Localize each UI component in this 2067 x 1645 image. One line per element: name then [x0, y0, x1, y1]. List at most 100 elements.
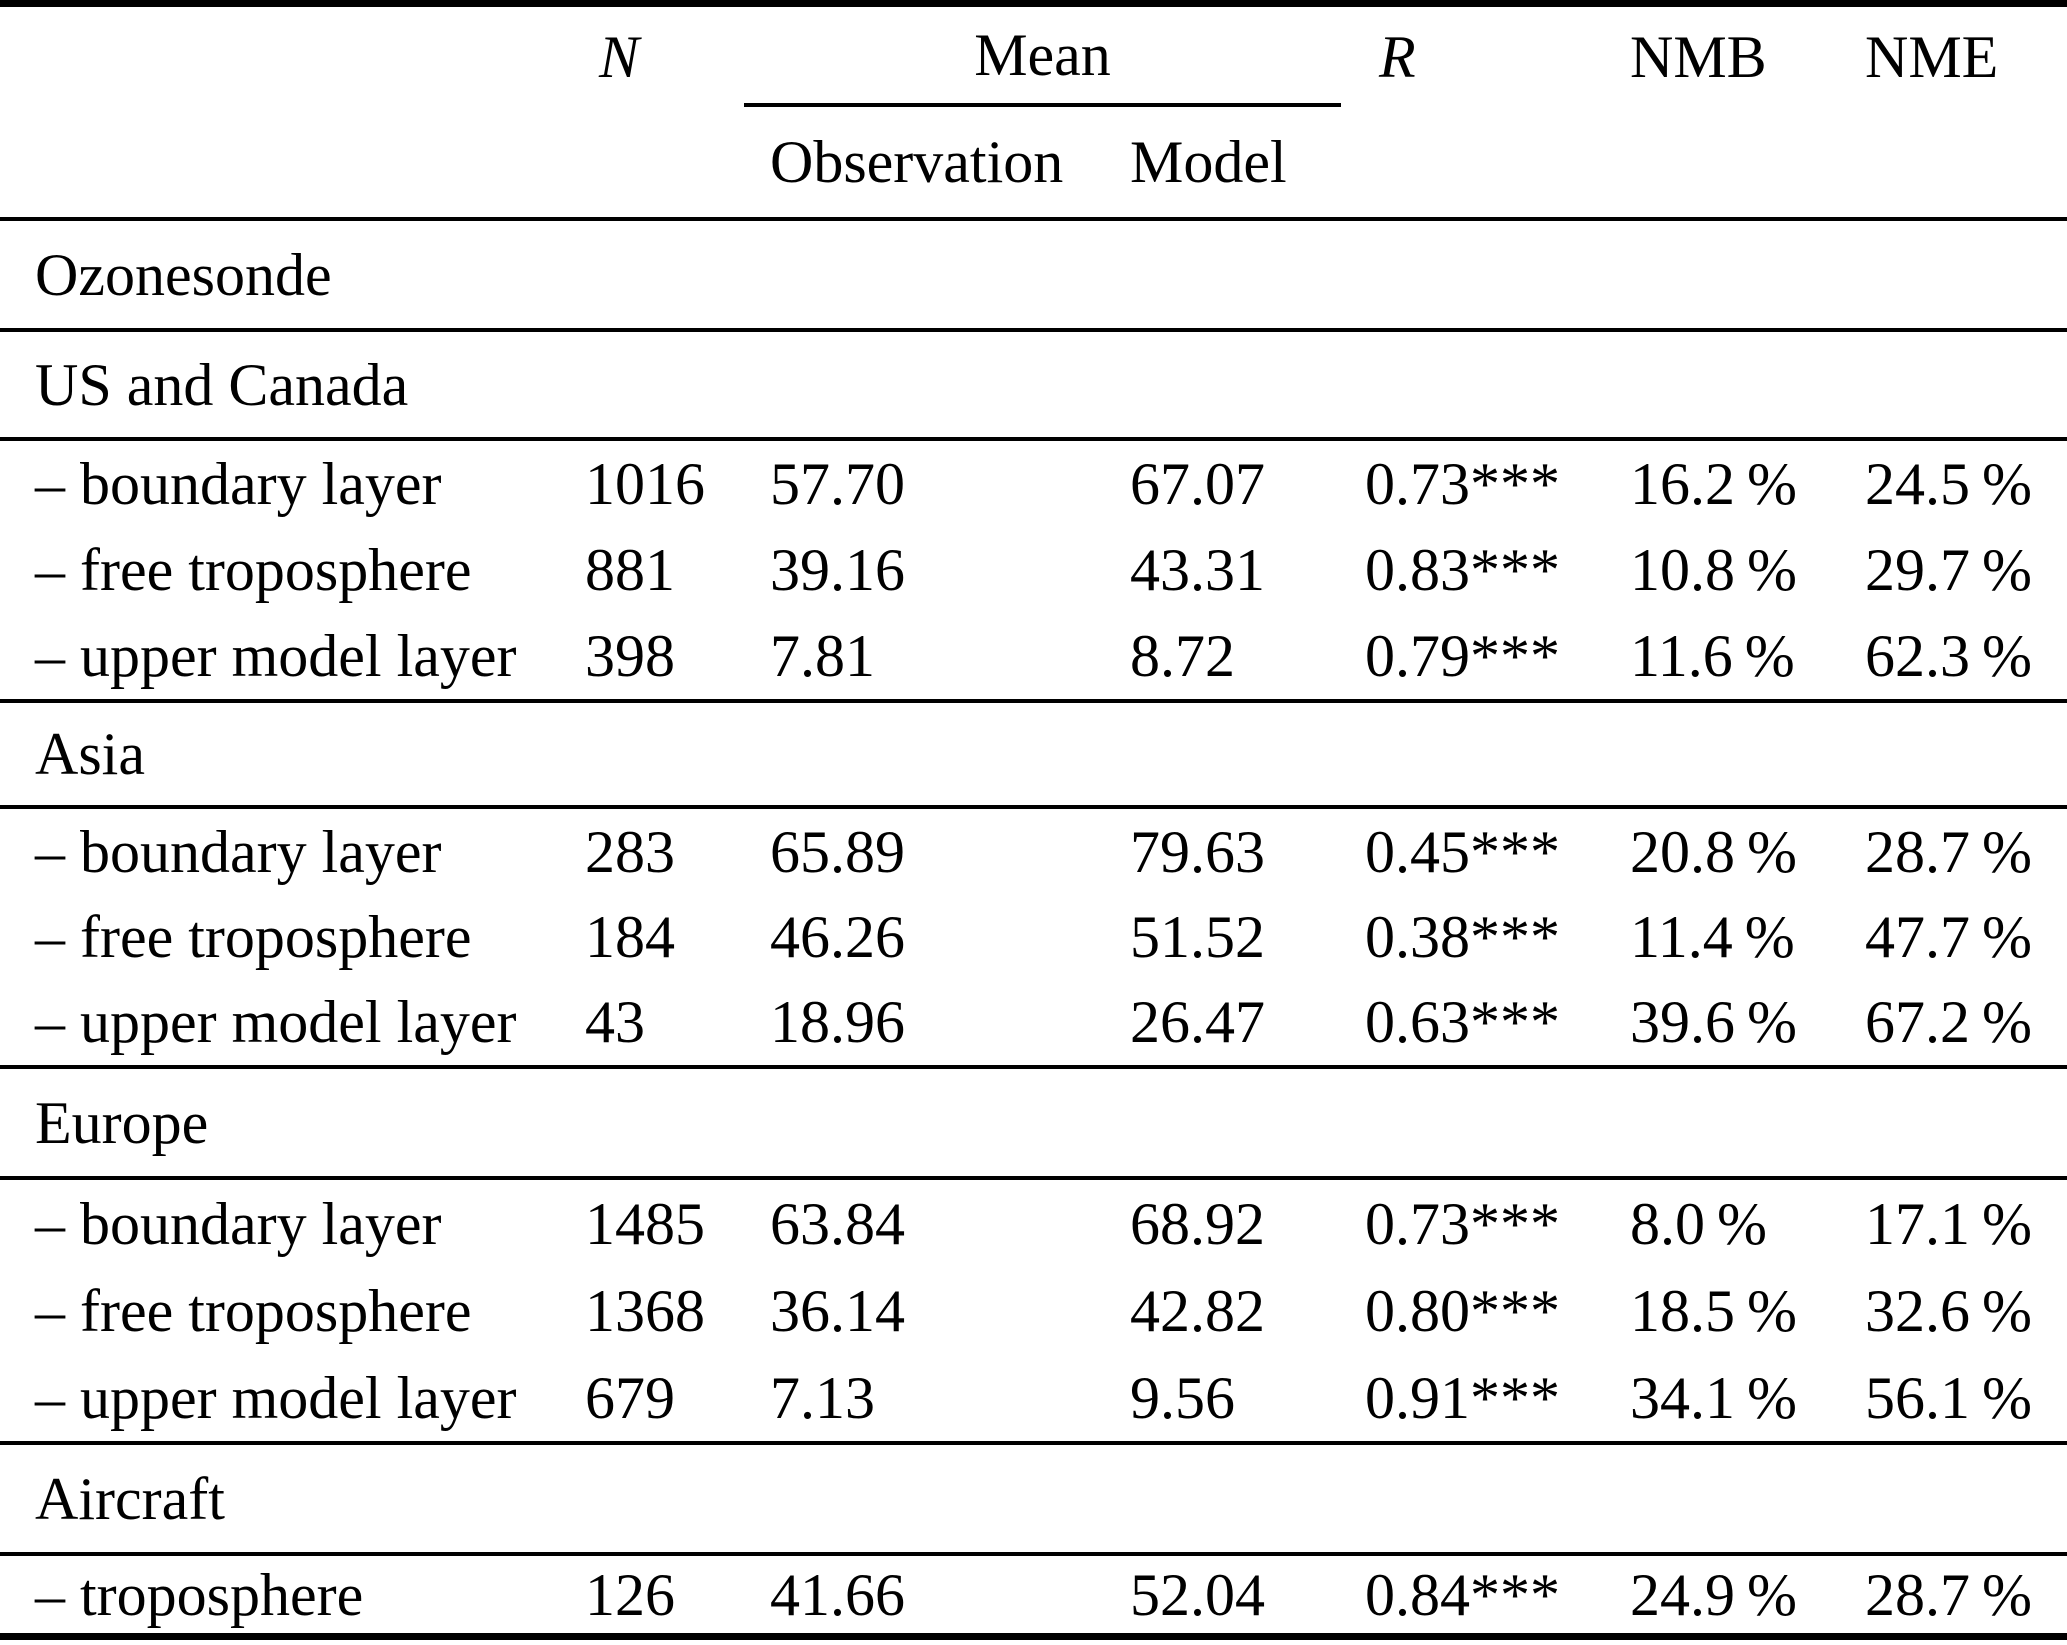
table-row: – boundary layer 283 65.89 79.63 0.45***… — [0, 809, 2067, 894]
cell-nmb: 10.8 % — [1630, 537, 1797, 603]
section-title: US and Canada — [0, 332, 2067, 441]
cell-observation: 41.66 — [770, 1561, 905, 1628]
section-aircraft: Aircraft — [0, 1445, 2067, 1556]
data-aircraft: – troposphere 126 41.66 52.04 0.84*** 24… — [0, 1556, 2067, 1633]
row-label: – free troposphere — [35, 537, 472, 603]
cell-r: 0.84*** — [1365, 1561, 1560, 1628]
table-row: – troposphere 126 41.66 52.04 0.84*** 24… — [0, 1556, 2067, 1633]
cell-nme: 56.1 % — [1865, 1354, 2067, 1445]
col-header-model: Model — [1130, 107, 1365, 221]
row-label: – upper model layer — [0, 979, 585, 1069]
cell-model: 8.72 — [1130, 613, 1365, 703]
empty-cell — [585, 107, 770, 221]
cell-n: 184 — [585, 903, 675, 970]
cell-r: 0.80*** — [1365, 1277, 1560, 1344]
cell-nmb: 24.9 % — [1630, 1561, 1797, 1628]
cell-nme: 67.2 % — [1865, 979, 2067, 1069]
cell-r: 0.45*** — [1365, 818, 1560, 885]
cell-observation: 7.13 — [770, 1354, 1130, 1445]
cell-observation: 36.14 — [770, 1277, 905, 1344]
section-asia: Asia — [0, 703, 2067, 809]
cell-model: 43.31 — [1130, 537, 1265, 603]
cell-nmb: 34.1 % — [1630, 1354, 1865, 1445]
cell-n: 43 — [585, 979, 770, 1069]
cell-model: 26.47 — [1130, 979, 1365, 1069]
cell-observation: 7.81 — [770, 613, 1130, 703]
cell-r: 0.83*** — [1365, 537, 1560, 603]
table-row: – upper model layer 398 7.81 8.72 0.79**… — [0, 613, 2067, 703]
section-us-and-canada: US and Canada — [0, 332, 2067, 441]
cell-r: 0.79*** — [1365, 613, 1630, 703]
row-label: – boundary layer — [35, 1190, 442, 1257]
cell-model: 9.56 — [1130, 1354, 1365, 1445]
section-title-row: Asia — [0, 703, 2067, 809]
cell-model: 51.52 — [1130, 903, 1265, 970]
cell-nme: 24.5 % — [1865, 451, 2032, 517]
cell-n: 398 — [585, 613, 770, 703]
cell-model: 68.92 — [1130, 1190, 1265, 1257]
cell-n: 1485 — [585, 1190, 705, 1257]
col-header-n: N — [599, 24, 640, 90]
section-title: Aircraft — [0, 1445, 2067, 1556]
empty-cell — [0, 7, 585, 107]
cell-nmb: 11.4 % — [1630, 903, 1795, 970]
row-label: – upper model layer — [0, 613, 585, 703]
col-header-mean-group: Mean — [744, 7, 1365, 107]
data-asia: – boundary layer 283 65.89 79.63 0.45***… — [0, 809, 2067, 1069]
cell-n: 881 — [585, 537, 675, 603]
cell-n: 126 — [585, 1561, 675, 1628]
col-header-mean: Mean — [974, 22, 1111, 88]
section-ozonesonde: Ozonesonde — [0, 221, 2067, 332]
section-title-row: Europe — [0, 1069, 2067, 1180]
cell-nmb: 16.2 % — [1630, 451, 1797, 517]
col-header-r: R — [1379, 24, 1416, 90]
empty-cell — [1365, 107, 1630, 221]
col-header-nme: NME — [1865, 24, 1999, 90]
row-label: – boundary layer — [35, 818, 442, 885]
cell-nme: 47.7 % — [1865, 903, 2032, 970]
table-row: – upper model layer 43 18.96 26.47 0.63*… — [0, 979, 2067, 1069]
section-title: Europe — [0, 1069, 2067, 1180]
cell-observation: 18.96 — [770, 979, 1130, 1069]
cell-nmb: 11.6 % — [1630, 613, 1865, 703]
cell-observation: 39.16 — [770, 537, 905, 603]
cell-observation: 57.70 — [770, 451, 905, 517]
cell-nme: 28.7 % — [1865, 1561, 2032, 1628]
empty-cell — [1630, 107, 1865, 221]
section-title-row: Ozonesonde — [0, 221, 2067, 332]
cell-nmb: 39.6 % — [1630, 979, 1865, 1069]
cell-n: 1368 — [585, 1277, 705, 1344]
table-row: – boundary layer 1016 57.70 67.07 0.73**… — [0, 441, 2067, 527]
data-us-and-canada: – boundary layer 1016 57.70 67.07 0.73**… — [0, 441, 2067, 703]
cell-nme: 62.3 % — [1865, 613, 2067, 703]
cell-nmb: 20.8 % — [1630, 818, 1797, 885]
table-header: N Mean R NMB NME Observation Model — [0, 7, 2067, 221]
col-header-observation: Observation — [770, 107, 1130, 221]
table-row: – free troposphere 184 46.26 51.52 0.38*… — [0, 894, 2067, 979]
cell-r: 0.38*** — [1365, 903, 1560, 970]
table-row: – free troposphere 881 39.16 43.31 0.83*… — [0, 527, 2067, 613]
row-label: – boundary layer — [35, 451, 442, 517]
header-row-sub: Observation Model — [0, 107, 2067, 221]
cell-model: 67.07 — [1130, 451, 1265, 517]
cell-r: 0.63*** — [1365, 979, 1630, 1069]
section-europe: Europe — [0, 1069, 2067, 1180]
table-row: – upper model layer 679 7.13 9.56 0.91**… — [0, 1354, 2067, 1445]
cell-n: 1016 — [585, 451, 705, 517]
cell-nmb: 18.5 % — [1630, 1277, 1797, 1344]
section-title-row: Aircraft — [0, 1445, 2067, 1556]
row-label: – free troposphere — [35, 1277, 472, 1344]
header-row-top: N Mean R NMB NME — [0, 7, 2067, 107]
row-label: – upper model layer — [0, 1354, 585, 1445]
empty-cell — [1865, 107, 2067, 221]
cell-nme: 17.1 % — [1865, 1190, 2032, 1257]
cell-r: 0.91*** — [1365, 1354, 1630, 1445]
row-label: – troposphere — [35, 1561, 364, 1628]
section-title: Ozonesonde — [0, 221, 2067, 332]
cell-r: 0.73*** — [1365, 451, 1560, 517]
cell-observation: 65.89 — [770, 818, 905, 885]
cell-n: 679 — [585, 1354, 770, 1445]
section-title-row: US and Canada — [0, 332, 2067, 441]
cell-nmb: 8.0 % — [1630, 1190, 1767, 1257]
